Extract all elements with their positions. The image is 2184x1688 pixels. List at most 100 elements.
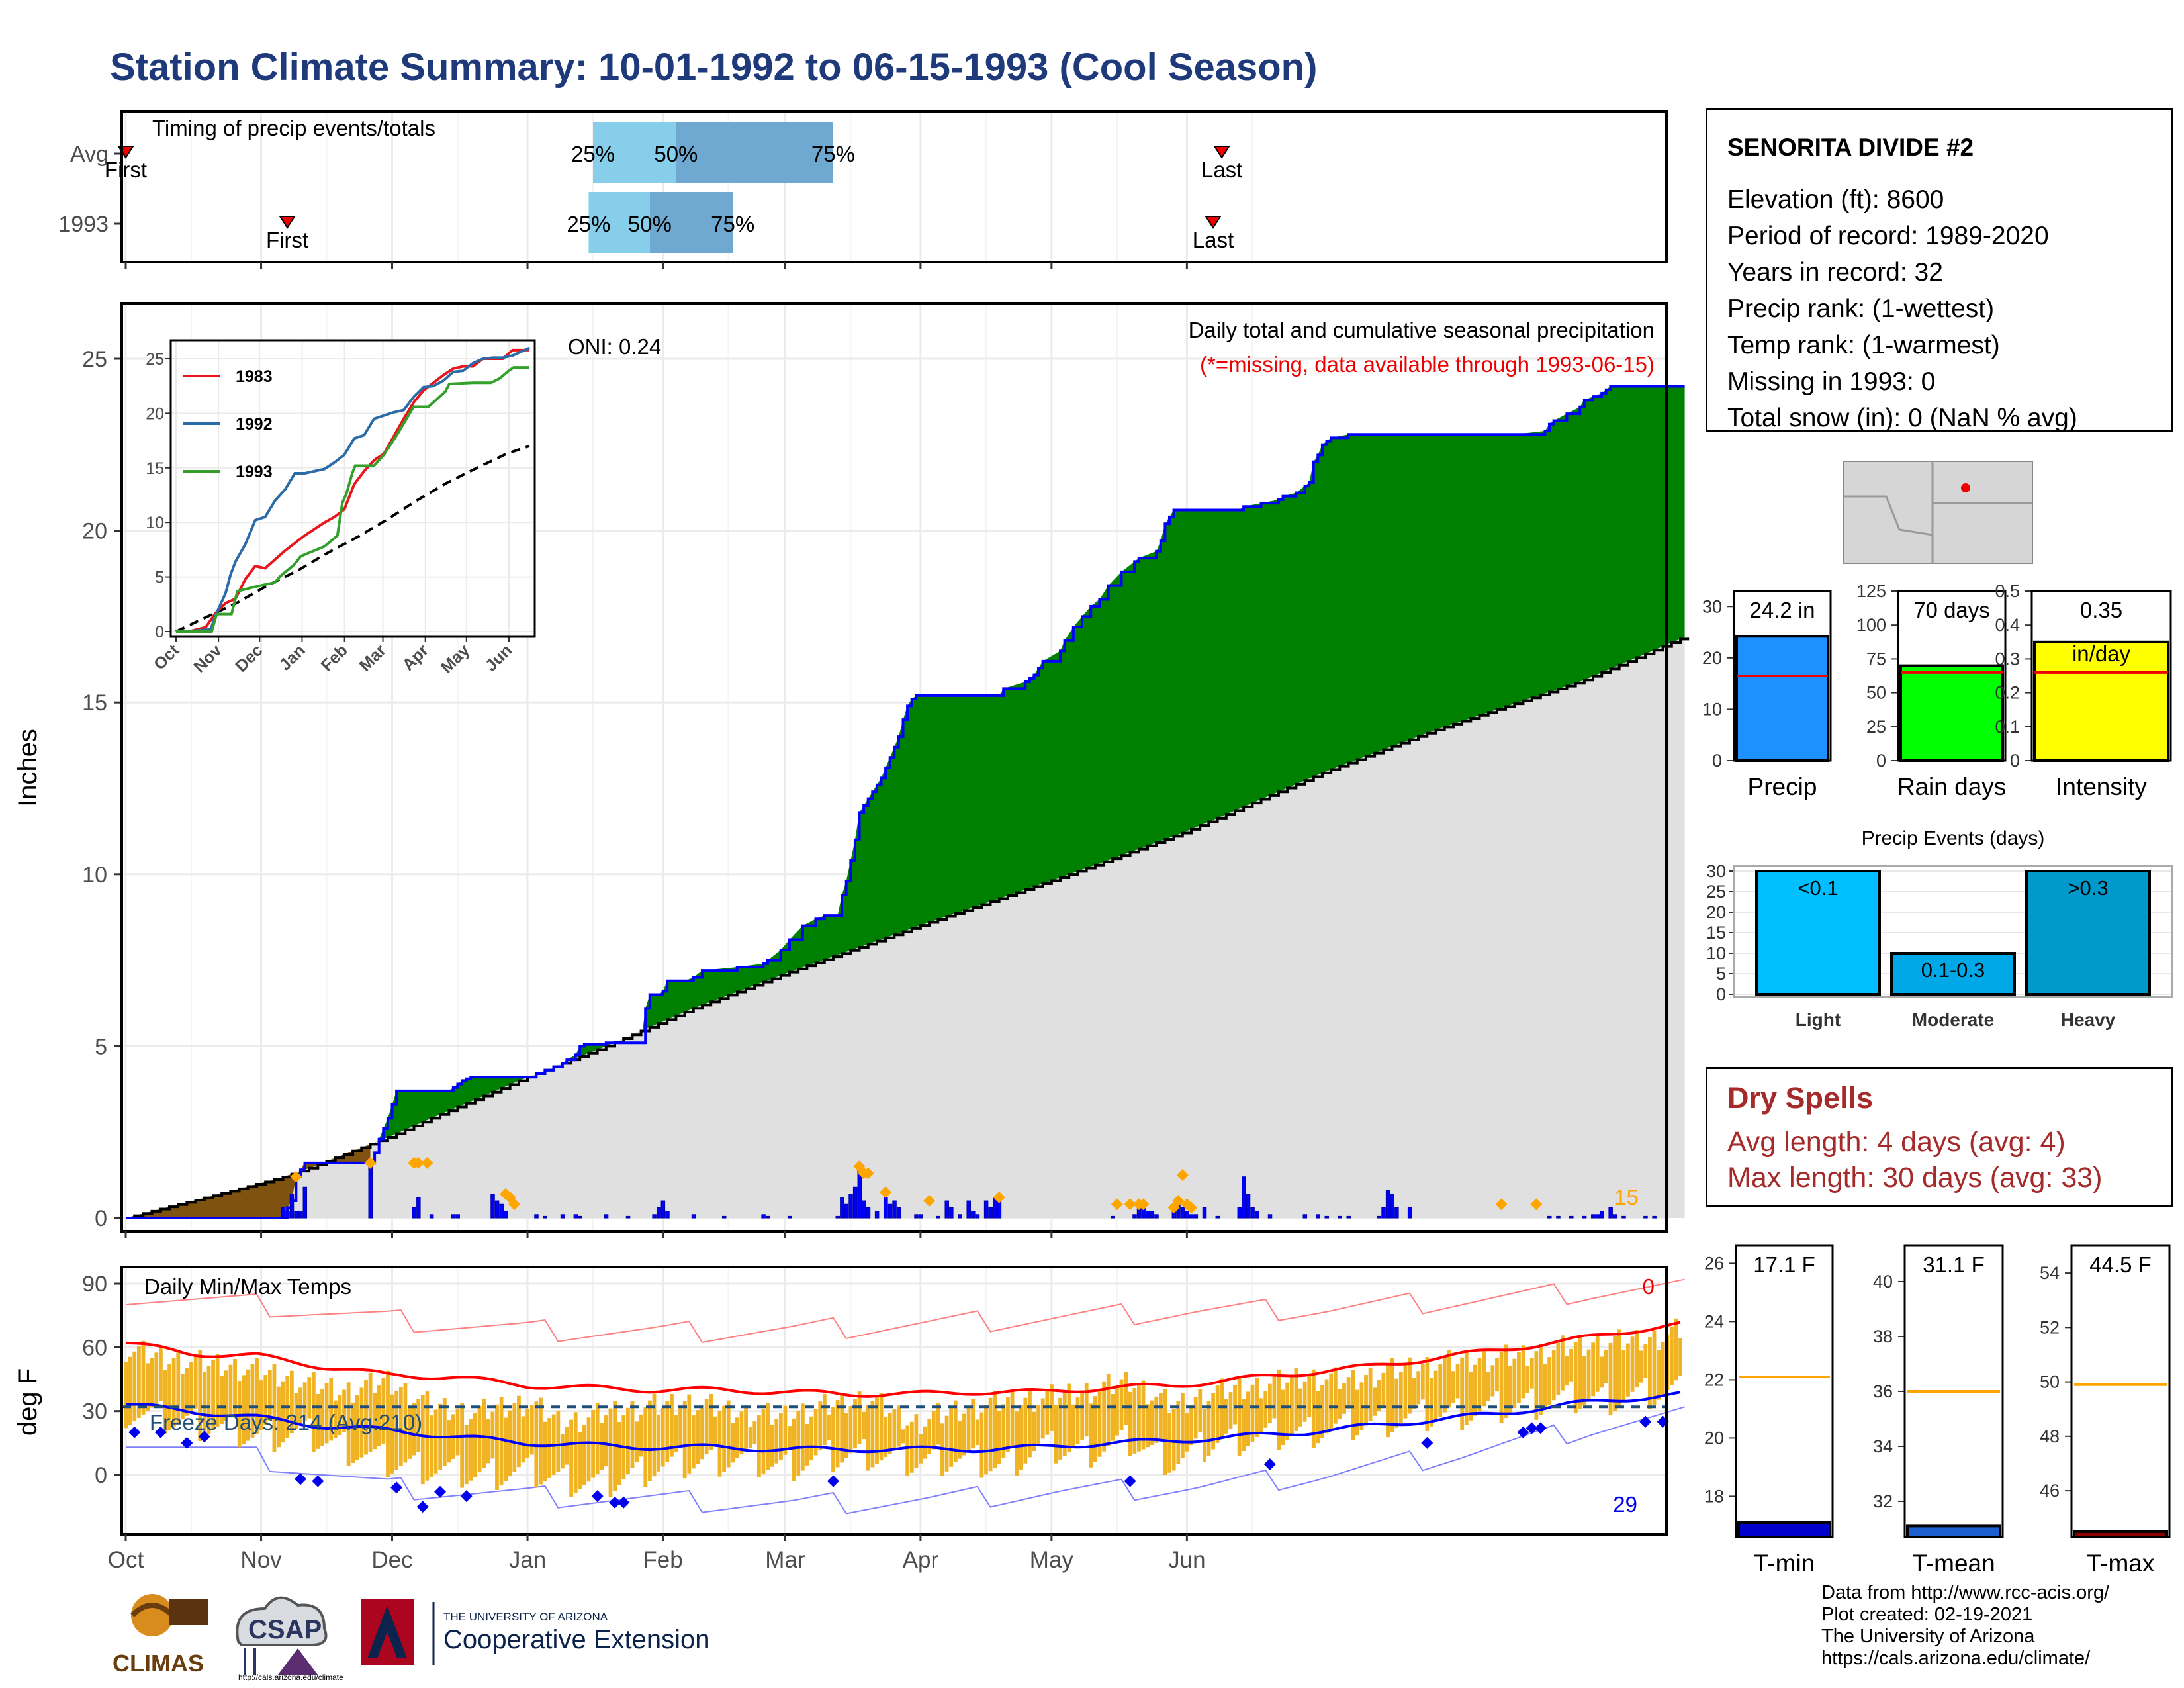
daily-precip-bar xyxy=(281,1207,286,1219)
temp-title: Daily Min/Max Temps xyxy=(144,1274,351,1299)
daily-temp-bar xyxy=(1678,1338,1682,1376)
daily-temp-bar xyxy=(800,1403,805,1471)
daily-temp-bar xyxy=(477,1405,482,1473)
daily-precip-bar xyxy=(1547,1215,1552,1219)
daily-temp-bar xyxy=(984,1405,988,1475)
daily-temp-bar xyxy=(233,1358,237,1415)
daily-precip-bar xyxy=(1595,1214,1600,1219)
daily-precip-bar xyxy=(1237,1207,1242,1219)
average-area xyxy=(126,637,1685,1218)
daily-temp-bar xyxy=(573,1412,578,1493)
daily-temp-bar xyxy=(1573,1342,1578,1413)
daily-temp-bar xyxy=(691,1415,696,1469)
daily-temp-bar xyxy=(1036,1405,1041,1445)
daily-precip-bar xyxy=(958,1214,962,1219)
freeze-marker xyxy=(1517,1426,1529,1438)
daily-precip-bar xyxy=(504,1211,508,1219)
daily-temp-bar xyxy=(1084,1383,1089,1437)
daily-temp-bar xyxy=(1010,1390,1015,1446)
daily-temp-bar xyxy=(1193,1397,1198,1439)
daily-temp-bar xyxy=(346,1382,351,1466)
daily-temp-bar xyxy=(1464,1350,1469,1425)
daily-temp-bar xyxy=(682,1401,687,1479)
summary-value-label: 44.5 F xyxy=(2089,1252,2152,1277)
daily-temp-bar xyxy=(1534,1351,1539,1420)
daily-temp-bar xyxy=(1495,1358,1499,1392)
daily-temp-bar xyxy=(1028,1391,1032,1458)
y-tick-label: 60 xyxy=(82,1335,107,1360)
daily-temp-bar xyxy=(639,1414,643,1457)
daily-temp-bar xyxy=(1220,1378,1224,1438)
daily-temp-bar xyxy=(600,1423,604,1470)
data-credits: Data from http://www.rcc-acis.org/ Plot … xyxy=(1821,1582,2109,1669)
daily-temp-bar xyxy=(717,1411,722,1477)
daily-precip-bar xyxy=(975,1214,980,1219)
first-label: First xyxy=(105,158,147,182)
daily-temp-bar xyxy=(1517,1352,1521,1403)
location-map xyxy=(1843,461,2033,564)
daily-precip-bar xyxy=(656,1207,661,1219)
daily-temp-bar xyxy=(766,1403,770,1470)
daily-temp-bar xyxy=(696,1410,700,1464)
event-marker xyxy=(1176,1169,1189,1182)
daily-temps-chart: 0 30 60 90 deg F Daily Min/Max Temps Freeze Da… xyxy=(13,1266,1685,1573)
daily-temp-bar xyxy=(805,1423,809,1466)
event-bar-label: <0.1 xyxy=(1797,876,1838,900)
daily-precip-bar xyxy=(490,1194,495,1219)
daily-temp-bar xyxy=(726,1400,731,1468)
daily-precip-bar xyxy=(1582,1215,1587,1219)
event-bar-moderate xyxy=(1890,952,2016,996)
summary-y-tick-label: 0.4 xyxy=(1995,615,2020,635)
last-marker xyxy=(1213,146,1231,159)
freeze-marker xyxy=(460,1490,473,1503)
daily-precip-bar xyxy=(1202,1207,1207,1219)
summary-y-tick-label: 30 xyxy=(1702,596,1722,616)
daily-temp-bar xyxy=(1119,1379,1124,1430)
summary-y-tick-label: 20 xyxy=(1702,648,1722,668)
daily-temp-bar xyxy=(185,1368,189,1416)
daily-precip-bar xyxy=(1154,1214,1159,1219)
avg-tmax-line xyxy=(125,1321,1681,1398)
daily-precip-bar xyxy=(852,1186,858,1219)
daily-temp-bar xyxy=(351,1402,355,1464)
daily-temp-bar xyxy=(1294,1368,1298,1431)
daily-temp-bar xyxy=(1032,1411,1036,1452)
freeze-marker xyxy=(181,1436,193,1449)
daily-precip-bar xyxy=(1608,1207,1613,1219)
daily-temp-bar xyxy=(1171,1409,1176,1471)
x-tick-label: Mar xyxy=(765,1547,805,1573)
daily-temp-bar xyxy=(220,1376,224,1424)
daily-temp-bar xyxy=(997,1411,1001,1464)
daily-temp-bar xyxy=(1320,1385,1324,1438)
daily-temp-bar xyxy=(324,1383,329,1444)
daily-temp-bar xyxy=(1316,1391,1320,1444)
freeze-marker xyxy=(1124,1475,1136,1487)
daily-precip-bar xyxy=(1385,1190,1390,1219)
daily-temp-bar xyxy=(1565,1356,1569,1386)
daily-precip-bar xyxy=(1193,1214,1199,1219)
daily-temp-bar xyxy=(1062,1391,1067,1456)
daily-temp-bar xyxy=(1338,1389,1342,1419)
daily-precip-bar xyxy=(652,1214,657,1219)
station-detail-line: Years in record: 32 xyxy=(1727,258,1943,287)
inset-y-tick-label: 10 xyxy=(146,514,164,532)
daily-precip-bar xyxy=(285,1211,290,1219)
freeze-marker xyxy=(198,1430,210,1443)
daily-precip-bar xyxy=(660,1200,666,1219)
daily-temp-bar xyxy=(884,1417,888,1458)
daily-precip-bar xyxy=(1394,1207,1399,1219)
freeze-marker xyxy=(1263,1458,1276,1470)
q25-label: 25% xyxy=(571,142,615,166)
event-marker xyxy=(862,1167,874,1180)
summary-frame xyxy=(1903,1244,2004,1538)
daily-temp-bar xyxy=(442,1398,447,1466)
daily-temp-bar xyxy=(224,1370,228,1421)
page-title: Station Climate Summary: 10-01-1992 to 0… xyxy=(110,46,1318,89)
daily-precip-bar xyxy=(988,1207,993,1219)
daily-temp-bar xyxy=(1525,1365,1530,1394)
top-count-label: 0 xyxy=(1643,1274,1655,1299)
daily-precip-bar xyxy=(787,1215,792,1219)
daily-temp-bar xyxy=(988,1397,993,1472)
daily-temp-bar xyxy=(665,1401,670,1462)
inset-series-line-1993 xyxy=(176,366,529,633)
